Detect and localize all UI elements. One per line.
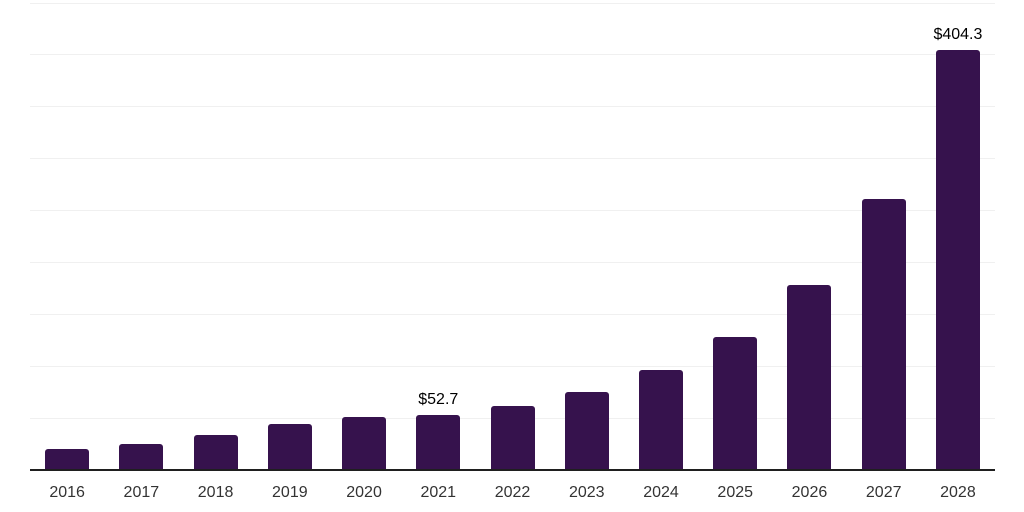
bar-2027	[861, 199, 906, 470]
gridline-y-400	[30, 54, 995, 56]
gridline-y-450	[30, 2, 995, 4]
x-tick-label-2017: 2017	[123, 484, 160, 501]
bar-cell-2021: $52.7	[401, 3, 475, 470]
bars-group: $52.7 $404.3	[30, 3, 995, 470]
bar-2018	[193, 434, 238, 470]
bar-2017	[119, 443, 164, 470]
x-axis-line	[30, 469, 995, 471]
gridline-y-250	[30, 210, 995, 212]
x-tick-label-2022: 2022	[494, 484, 531, 501]
gridline-y-300	[30, 158, 995, 160]
bar-cell-2024	[624, 3, 698, 470]
bar-2026	[787, 285, 832, 470]
gridline-y-100	[30, 365, 995, 367]
bar-cell-2018	[178, 3, 252, 470]
bar-2022	[490, 405, 535, 470]
bar-cell-2027	[847, 3, 921, 470]
x-tick-label-2026: 2026	[791, 484, 828, 501]
bar-cell-2025	[698, 3, 772, 470]
bar-cell-2016	[30, 3, 104, 470]
x-tick-label-2023: 2023	[568, 484, 605, 501]
plot-area: $52.7 $404.3	[30, 2, 995, 471]
bar-cell-2017	[104, 3, 178, 470]
bar-2025	[713, 336, 758, 470]
bar-cell-2026	[772, 3, 846, 470]
gridline-y-200	[30, 261, 995, 263]
bar-2021	[416, 415, 461, 470]
x-tick-label-2028: 2028	[940, 484, 976, 501]
bar-2020	[342, 417, 387, 470]
x-tick-label-2021: 2021	[420, 484, 457, 501]
x-tick-label-2020: 2020	[346, 484, 382, 501]
gridline-y-150	[30, 313, 995, 315]
bar-cell-2022	[475, 3, 549, 470]
bar-2028	[935, 50, 980, 470]
bar-2019	[267, 424, 312, 470]
x-tick-label-2024: 2024	[643, 484, 679, 501]
bar-2016	[45, 448, 90, 470]
bar-value-label-2021: $52.7	[418, 391, 459, 409]
bar-2024	[638, 370, 683, 470]
gridline-y-350	[30, 106, 995, 108]
bar-cell-2019	[253, 3, 327, 470]
x-tick-label-2016: 2016	[49, 484, 85, 501]
x-tick-label-2019: 2019	[272, 484, 308, 501]
x-tick-label-2018: 2018	[197, 484, 234, 501]
x-axis-tick-labels: 2016 2017 2018 2019 2020 2021 2022 2023 2024 2025…	[30, 483, 995, 502]
bar-value-label-2028: $404.3	[933, 26, 983, 44]
bar-2023	[564, 391, 609, 470]
x-tick-label-2025: 2025	[717, 484, 754, 501]
x-tick-label-2027: 2027	[865, 484, 902, 501]
bar-cell-2023	[550, 3, 624, 470]
bar-cell-2028: $404.3	[921, 3, 995, 470]
bar-cell-2020	[327, 3, 401, 470]
